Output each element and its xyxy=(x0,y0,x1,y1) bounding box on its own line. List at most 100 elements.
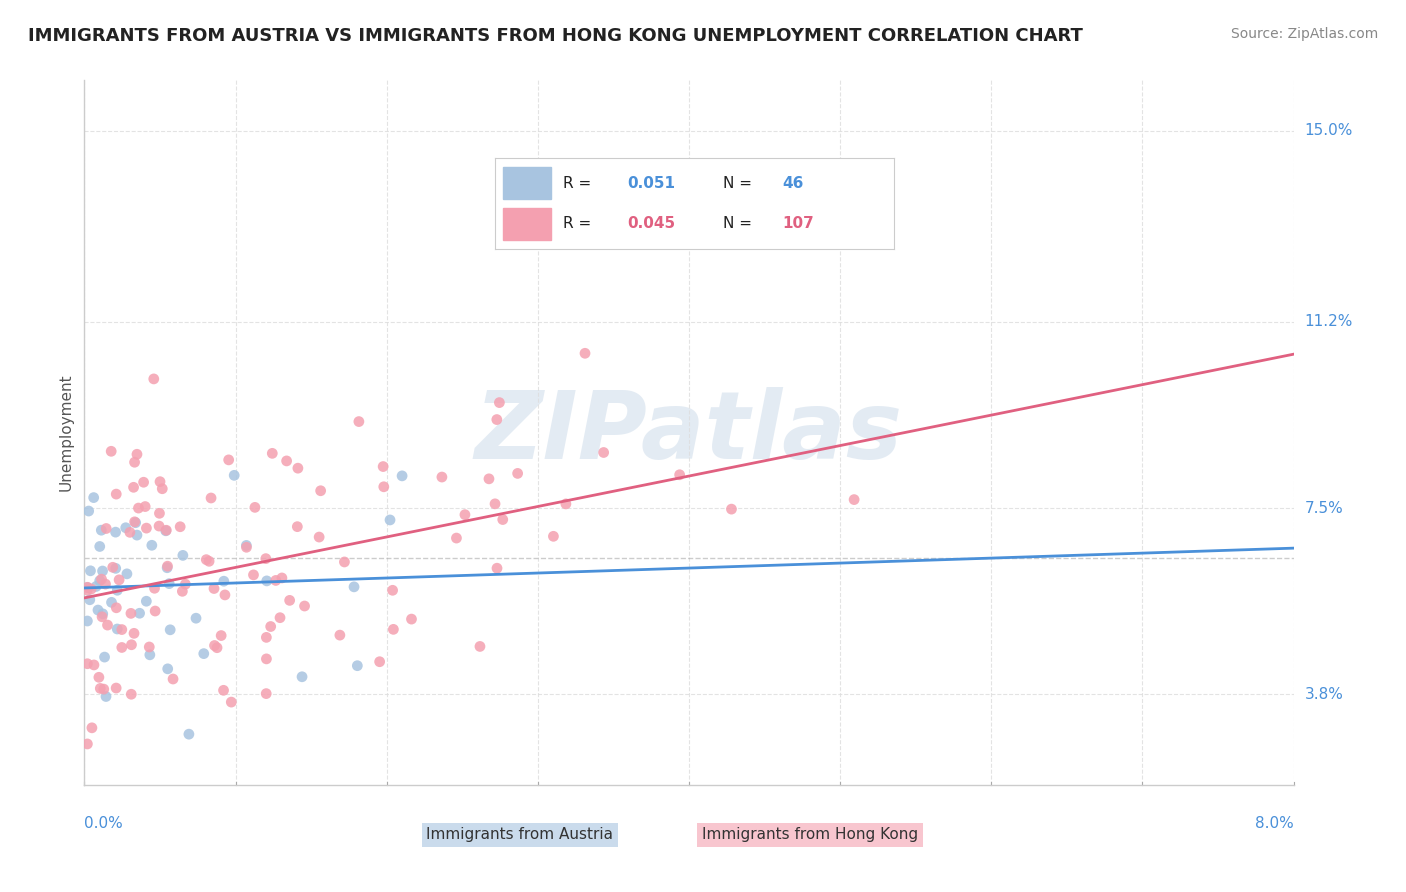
Point xyxy=(141,538,163,552)
Point xyxy=(155,524,177,538)
Point xyxy=(254,652,277,666)
Point xyxy=(100,595,122,609)
Point xyxy=(205,640,228,655)
Point xyxy=(83,657,105,672)
Point xyxy=(446,531,468,545)
Point xyxy=(254,631,277,645)
Point xyxy=(84,579,107,593)
Point xyxy=(177,727,200,741)
Point xyxy=(271,571,294,585)
Point xyxy=(285,519,308,533)
Point xyxy=(169,520,191,534)
Point xyxy=(346,658,368,673)
Point xyxy=(373,459,395,474)
Point xyxy=(125,447,148,461)
Point xyxy=(104,525,127,540)
Point xyxy=(242,567,264,582)
Point xyxy=(214,588,236,602)
Point xyxy=(333,555,356,569)
Point xyxy=(148,519,170,533)
Point xyxy=(148,506,170,520)
Point xyxy=(485,412,508,426)
Point xyxy=(287,461,309,475)
Point xyxy=(79,592,101,607)
Point xyxy=(668,467,690,482)
Point xyxy=(114,521,136,535)
Point xyxy=(87,670,110,684)
Point xyxy=(89,540,111,554)
Point xyxy=(105,681,128,695)
Point xyxy=(492,512,515,526)
Point xyxy=(454,508,477,522)
Point xyxy=(105,583,128,598)
Point xyxy=(184,611,207,625)
Text: 15.0%: 15.0% xyxy=(1305,123,1353,138)
Point xyxy=(77,504,100,518)
Text: Immigrants from Hong Kong: Immigrants from Hong Kong xyxy=(702,827,918,842)
Point xyxy=(212,574,235,589)
Text: ZIPatlas: ZIPatlas xyxy=(475,386,903,479)
Point xyxy=(157,576,180,591)
Point xyxy=(111,640,134,655)
Point xyxy=(198,554,221,568)
Point xyxy=(90,523,112,537)
Point xyxy=(76,581,98,595)
Point xyxy=(291,670,314,684)
Point xyxy=(132,475,155,490)
Point xyxy=(254,551,277,566)
Point xyxy=(159,623,181,637)
Point xyxy=(80,582,103,596)
Point xyxy=(83,491,105,505)
Point xyxy=(488,395,510,409)
Point xyxy=(124,516,146,530)
Text: 11.2%: 11.2% xyxy=(1305,314,1353,329)
Point xyxy=(592,445,614,459)
Point xyxy=(127,501,149,516)
Point xyxy=(172,584,194,599)
Text: 7.5%: 7.5% xyxy=(1305,500,1343,516)
Point xyxy=(329,628,352,642)
Point xyxy=(76,580,98,594)
Point xyxy=(105,622,128,636)
Point xyxy=(478,472,501,486)
Point xyxy=(276,454,298,468)
Text: 0.0%: 0.0% xyxy=(84,815,124,830)
Point xyxy=(105,487,128,501)
Point xyxy=(104,561,127,575)
Point xyxy=(124,515,146,529)
Point xyxy=(212,683,235,698)
Point xyxy=(172,549,194,563)
Point xyxy=(235,541,257,555)
Point xyxy=(195,552,218,566)
Point xyxy=(138,640,160,654)
Point xyxy=(269,610,291,624)
Point xyxy=(401,612,423,626)
Point xyxy=(218,453,240,467)
Point xyxy=(118,525,141,540)
Point xyxy=(89,574,111,588)
Point xyxy=(373,480,395,494)
Point xyxy=(89,681,111,696)
Point xyxy=(162,672,184,686)
Point xyxy=(308,530,330,544)
Point xyxy=(235,538,257,552)
Point xyxy=(150,482,173,496)
Point xyxy=(76,583,98,598)
Point xyxy=(554,497,576,511)
Point xyxy=(543,529,565,543)
Point xyxy=(80,721,103,735)
Point xyxy=(135,521,157,535)
Point xyxy=(174,577,197,591)
Point xyxy=(391,468,413,483)
Point xyxy=(243,500,266,515)
Point xyxy=(193,647,215,661)
Point xyxy=(101,560,124,574)
Point xyxy=(93,682,115,697)
Point xyxy=(143,604,166,618)
Point xyxy=(155,523,177,537)
Point xyxy=(368,655,391,669)
Point xyxy=(111,623,134,637)
Point xyxy=(574,346,596,360)
Point xyxy=(260,619,283,633)
Point xyxy=(468,640,491,654)
